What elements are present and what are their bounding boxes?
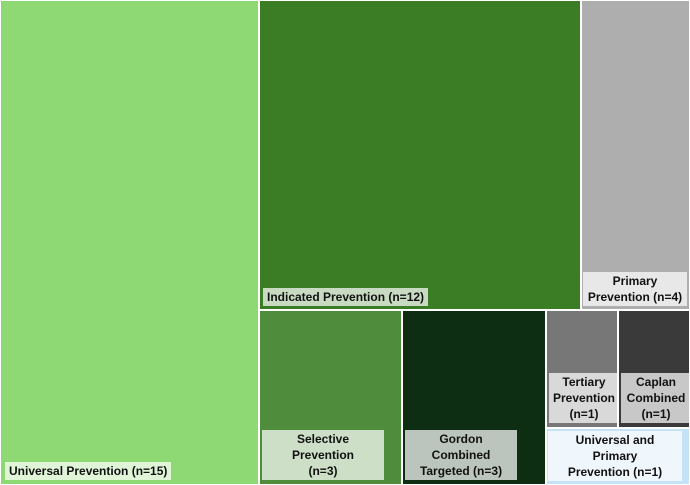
- tile-universal-and-primary: Universal and Primary Prevention (n=1): [546, 428, 690, 485]
- tile-primary: Primary Prevention (n=4): [581, 0, 690, 310]
- tile-caplan-combined: Caplan Combined (n=1): [618, 310, 690, 428]
- tile-label-universal: Universal Prevention (n=15): [5, 462, 172, 480]
- tile-label-gordon-combined-targeted: Gordon Combined Targeted (n=3): [405, 430, 517, 480]
- tile-gordon-combined-targeted: Gordon Combined Targeted (n=3): [402, 310, 546, 485]
- tile-label-universal-and-primary: Universal and Primary Prevention (n=1): [548, 431, 682, 481]
- tile-label-selective: Selective Prevention (n=3): [262, 430, 384, 480]
- tile-indicated: Indicated Prevention (n=12): [259, 0, 581, 310]
- tile-label-primary: Primary Prevention (n=4): [583, 272, 687, 306]
- tile-selective: Selective Prevention (n=3): [259, 310, 402, 485]
- tile-universal: Universal Prevention (n=15): [0, 0, 259, 485]
- tile-label-indicated: Indicated Prevention (n=12): [263, 288, 429, 306]
- tile-tertiary: Tertiary Prevention (n=1): [546, 310, 619, 428]
- tile-label-caplan-combined: Caplan Combined (n=1): [621, 373, 690, 423]
- tile-label-tertiary: Tertiary Prevention (n=1): [549, 373, 619, 423]
